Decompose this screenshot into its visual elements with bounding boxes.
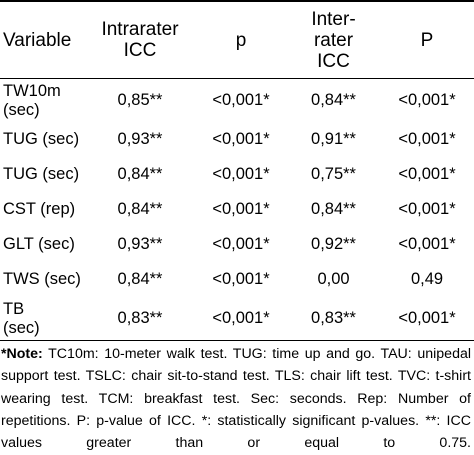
table-footnote: *Note: TC10m: 10-meter walk test. TUG: t…: [1, 343, 471, 454]
intra-icc-cell: 0,85**: [117, 91, 163, 109]
inter-icc-cell: 0,84**: [311, 200, 356, 218]
intra-p-cell: <0,001*: [212, 200, 270, 218]
header-row: Variable Intrarater ICC p Inter- rater I…: [0, 0, 474, 79]
inter-icc-cell: 0,92**: [311, 235, 356, 253]
inter-icc-cell: 0,84**: [311, 91, 356, 109]
intra-p-cell: <0,001*: [212, 235, 270, 253]
intra-p-cell: <0,001*: [212, 165, 270, 183]
header-variable: Variable: [0, 0, 85, 79]
inter-p-cell: <0,001*: [398, 200, 456, 218]
variable-cell: TB (sec): [0, 297, 85, 341]
variable-cell: CST (rep): [3, 200, 76, 218]
table-row: GLT (sec) 0,93** <0,001* 0,92** <0,001*: [0, 227, 474, 262]
note-text: TC10m: 10-meter walk test. TUG: time up …: [1, 346, 471, 452]
inter-p-cell: <0,001*: [398, 130, 456, 148]
intra-icc-cell: 0,93**: [117, 130, 163, 148]
intra-icc-cell: 0,84**: [117, 270, 163, 288]
inter-p-cell: 0,49: [410, 270, 444, 288]
inter-icc-cell: 0,00: [317, 270, 350, 288]
intra-icc-cell: 0,84**: [117, 200, 163, 218]
variable-cell: TUG (sec): [3, 165, 80, 183]
intra-p-cell: <0,001*: [212, 91, 270, 109]
intra-p-cell: <0,001*: [212, 270, 270, 288]
reliability-table: Variable Intrarater ICC p Inter- rater I…: [0, 0, 474, 341]
inter-icc-cell: 0,75**: [311, 165, 356, 183]
variable-cell: GLT (sec): [3, 235, 75, 253]
table-row: TWS (sec) 0,84** <0,001* 0,00 0,49: [0, 262, 474, 297]
header-interrater-p: P: [380, 0, 474, 79]
inter-icc-cell: 0,83**: [287, 297, 380, 341]
intra-p-cell: <0,001*: [212, 130, 270, 148]
intra-icc-cell: 0,84**: [117, 165, 163, 183]
table-row: TW10m (sec) 0,85** <0,001* 0,84** <0,001*: [0, 79, 474, 123]
inter-p-cell: <0,001*: [398, 235, 456, 253]
inter-p-cell: <0,001*: [380, 297, 474, 341]
intra-icc-cell: 0,93**: [117, 235, 163, 253]
table-row: TUG (sec) 0,84** <0,001* 0,75** <0,001*: [0, 157, 474, 192]
inter-p-cell: <0,001*: [398, 165, 456, 183]
variable-cell: TW10m (sec): [3, 81, 61, 119]
variable-cell: TWS (sec): [3, 270, 81, 288]
intra-icc-cell: 0,83**: [85, 297, 195, 341]
variable-cell: TUG (sec): [3, 130, 80, 148]
table-row: TUG (sec) 0,93** <0,001* 0,91** <0,001*: [0, 122, 474, 157]
header-intrarater-icc: Intrarater ICC: [85, 0, 195, 79]
inter-icc-cell: 0,91**: [311, 130, 356, 148]
header-intrarater-p: p: [195, 0, 287, 79]
inter-p-cell: <0,001*: [398, 91, 456, 109]
intra-p-cell: <0,001*: [195, 297, 287, 341]
table-row: CST (rep) 0,84** <0,001* 0,84** <0,001*: [0, 192, 474, 227]
header-interrater-icc: Inter- rater ICC: [287, 0, 380, 79]
table-row: TB (sec) 0,83** <0,001* 0,83** <0,001*: [0, 297, 474, 341]
note-label: *Note:: [1, 346, 43, 363]
